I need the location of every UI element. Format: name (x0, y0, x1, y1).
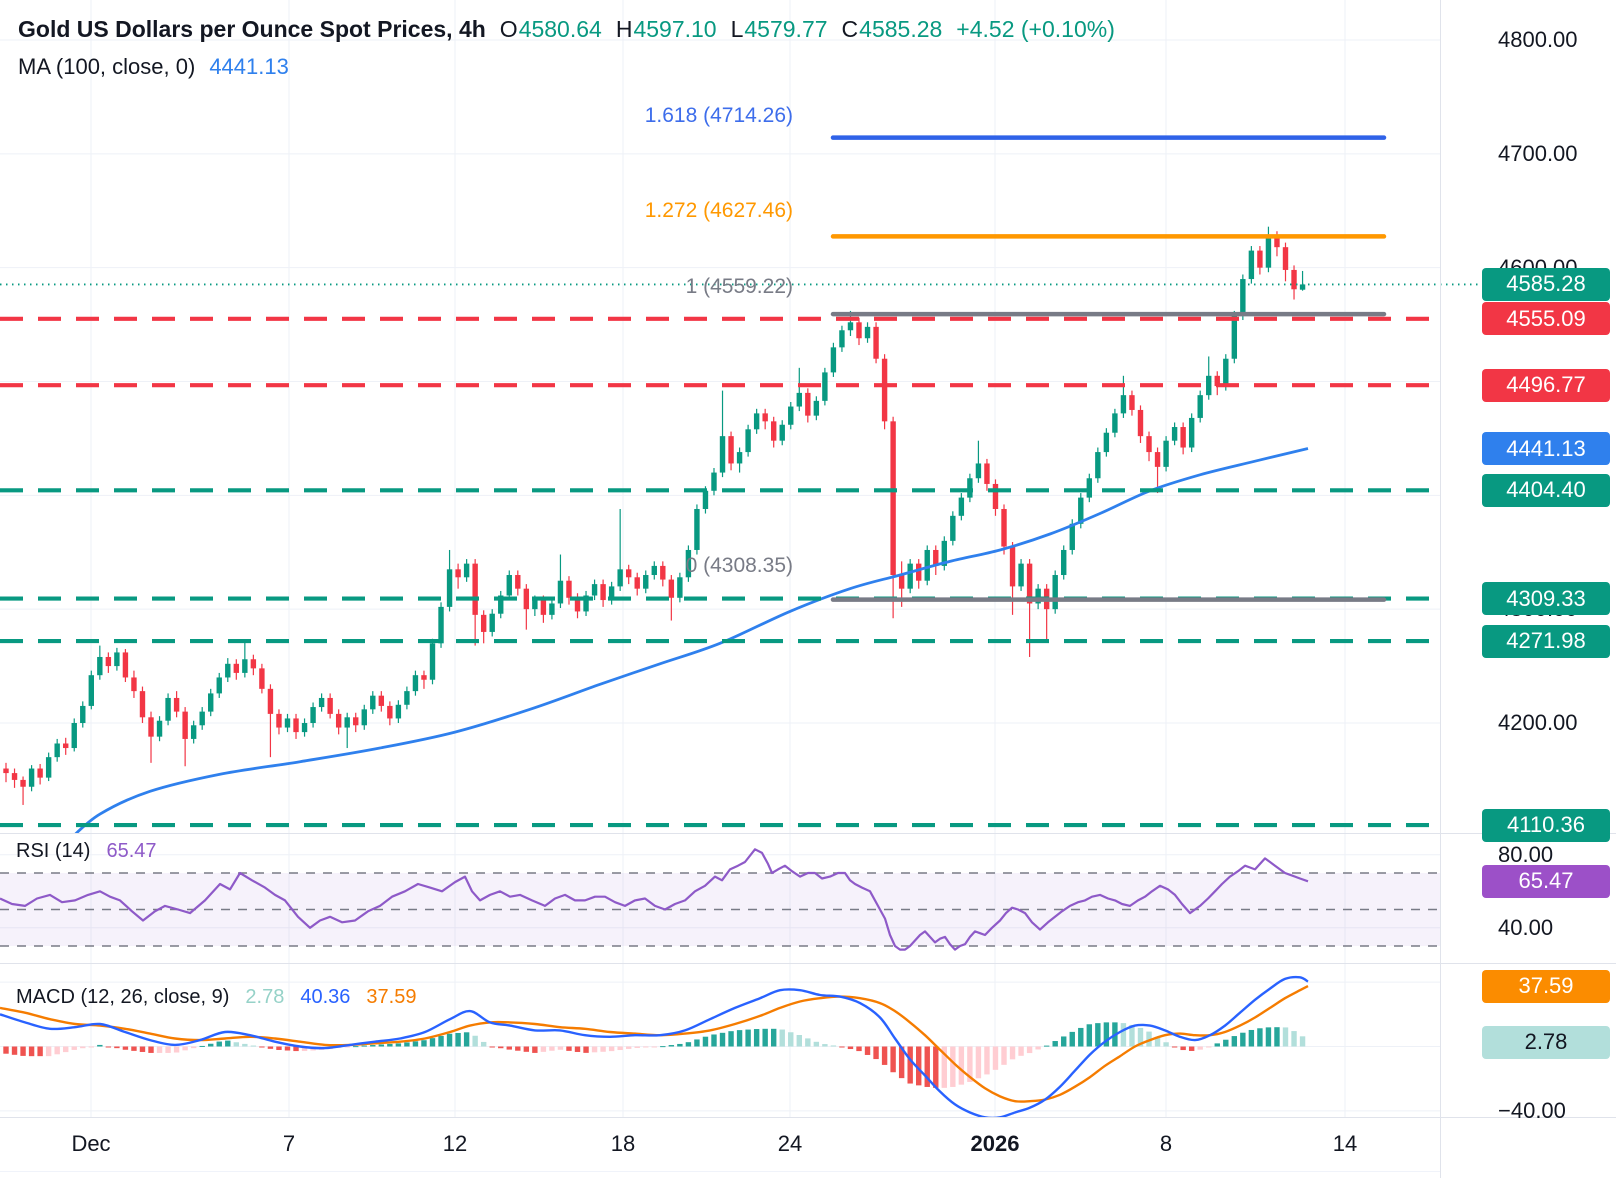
macd-legend[interactable]: MACD (12, 26, close, 9) 2.78 40.36 37.59 (16, 986, 416, 1009)
ma-value-badge: 4441.13 (1482, 432, 1610, 465)
ma-legend[interactable]: MA (100, close, 0) 4441.13 (18, 54, 289, 80)
price-axis-label: 4200.00 (1498, 709, 1578, 735)
macd-axis-label: −40.00 (1498, 1097, 1566, 1123)
open-label: O (499, 16, 518, 42)
high-label: H (615, 16, 633, 42)
macd-line-value: 40.36 (300, 986, 351, 1008)
time-axis-label: 8 (1159, 1131, 1173, 1156)
low-value: 4579.77 (744, 16, 828, 42)
support-badge: 4110.36 (1482, 808, 1610, 842)
low-label: L (730, 16, 744, 42)
resistance-badge: 4555.09 (1482, 302, 1610, 336)
macd-hist-badge: 2.78 (1482, 1025, 1610, 1059)
ohlc-close: C 4585.28 (842, 16, 943, 43)
macd-signal-badge: 37.59 (1482, 969, 1610, 1003)
pane-separator-rsi[interactable] (0, 833, 1616, 834)
time-axis-label: 14 (1332, 1131, 1358, 1156)
fib-label-1272[interactable]: 1.272 (4627.46) (644, 199, 793, 222)
pane-separator-macd[interactable] (0, 963, 1616, 964)
ma-label: MA (100, close, 0) (18, 54, 196, 79)
support-badge: 4404.40 (1482, 473, 1610, 507)
time-axis-label: 12 (442, 1131, 468, 1156)
symbol-title: Gold US Dollars per Ounce Spot Prices, 4… (18, 16, 486, 42)
time-axis-separator (0, 1117, 1616, 1118)
price-axis-label: 4700.00 (1498, 140, 1578, 166)
close-label: C (841, 16, 859, 42)
ohlc-open: O 4580.64 (500, 16, 602, 43)
open-value: 4580.64 (518, 16, 602, 42)
macd-hist-value: 2.78 (245, 986, 285, 1008)
last-price-badge: 4585.28 (1482, 267, 1610, 301)
ma-value: 4441.13 (209, 54, 289, 79)
close-value: 4585.28 (859, 16, 943, 42)
ohlc-high: H 4597.10 (616, 16, 717, 43)
fib-label-1618[interactable]: 1.618 (4714.26) (644, 104, 793, 127)
fib-label-0[interactable]: 0 (4308.35) (685, 554, 793, 577)
symbol-legend[interactable]: Gold US Dollars per Ounce Spot Prices, 4… (18, 16, 1115, 43)
support-badge: 4309.33 (1482, 582, 1610, 616)
support-badge: 4271.98 (1482, 624, 1610, 658)
change-value: +4.52 (+0.10%) (956, 16, 1115, 42)
ohlc-low: L 4579.77 (731, 16, 828, 43)
rsi-legend[interactable]: RSI (14) 65.47 (16, 840, 157, 863)
resistance-badge: 4496.77 (1482, 368, 1610, 402)
price-axis-label: 4800.00 (1498, 27, 1578, 52)
time-axis-label: 24 (777, 1131, 803, 1156)
rsi-value: 65.47 (106, 840, 157, 862)
high-value: 4597.10 (633, 16, 717, 42)
rsi-axis-label: 40.00 (1498, 914, 1554, 940)
time-axis-label: 7 (282, 1131, 296, 1156)
macd-label: MACD (12, 26, close, 9) (16, 986, 230, 1008)
bottom-border (0, 1171, 1440, 1172)
time-axis-label: 18 (610, 1131, 636, 1156)
macd-signal-value: 37.59 (366, 986, 417, 1008)
rsi-axis-label: 80.00 (1498, 841, 1554, 867)
price-axis-separator (1440, 0, 1441, 1178)
time-axis-label: 2026 (970, 1131, 1020, 1156)
time-axis-label: Dec (71, 1131, 111, 1156)
rsi-label: RSI (14) (16, 840, 91, 862)
rsi-value-badge: 65.47 (1482, 864, 1610, 898)
fib-label-1[interactable]: 1 (4559.22) (685, 275, 793, 298)
